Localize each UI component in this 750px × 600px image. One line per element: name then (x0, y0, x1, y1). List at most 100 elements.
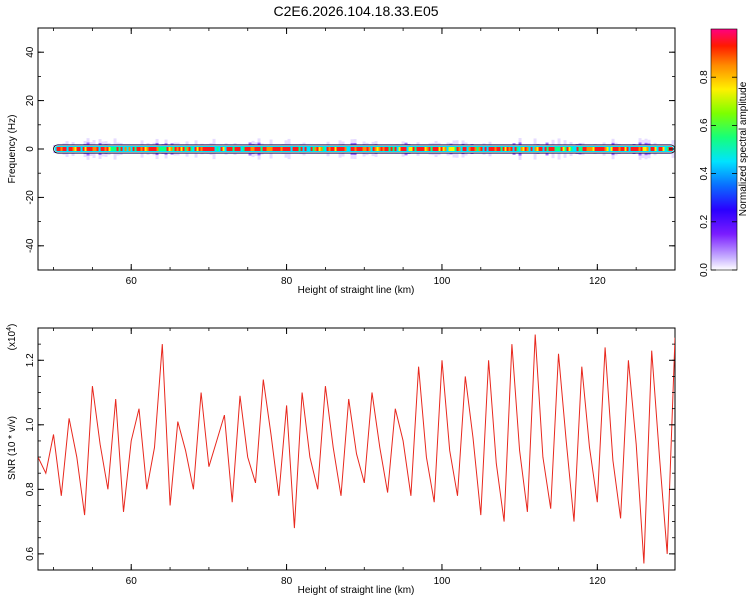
spectrum-band-core (494, 147, 497, 151)
spectrum-band-core (276, 147, 279, 151)
spectrum-band-core (244, 147, 247, 151)
spectrum-xtick-label: 80 (281, 276, 293, 287)
spectrum-band-core (606, 147, 609, 151)
spectrum-band-core (416, 147, 419, 151)
spectrum-band-core (346, 147, 349, 151)
spectrum-band-core (664, 147, 667, 151)
spectrum-band-core (554, 147, 557, 151)
spectrum-band-core (586, 147, 589, 151)
snr-ytick-label: 1.2 (25, 353, 36, 367)
spectrum-band-core (496, 147, 499, 151)
spectrum-band-core (436, 147, 439, 151)
spectrum-band-core (480, 147, 483, 151)
spectrum-band-core (482, 147, 485, 151)
spectrum-band-core (500, 147, 503, 151)
spectrum-band-core (354, 147, 357, 151)
spectrum-band-core (250, 147, 253, 151)
spectrum-band-core (602, 147, 605, 151)
spectrum-band-core (426, 147, 429, 151)
spectrum-band-core (512, 147, 515, 151)
spectrum-band-core (246, 147, 249, 151)
spectrum-band-core (376, 147, 379, 151)
spectrum-band-core (262, 147, 265, 151)
snr-plot-frame (37, 327, 676, 571)
spectrum-band-core (224, 147, 227, 151)
spectrum-band-core (154, 147, 157, 151)
spectrum-band-core (528, 147, 531, 151)
spectrum-band-core (386, 147, 389, 151)
spectrum-band-core (464, 147, 467, 151)
spectrum-band-core (364, 147, 367, 151)
spectrum-band-core (254, 147, 257, 151)
spectrum-band-core (294, 147, 297, 151)
spectrum-band-core (590, 147, 593, 151)
spectrum-band-core (216, 147, 219, 151)
spectrum-band-core (390, 147, 393, 151)
spectrum-band-core (286, 147, 289, 151)
spectrum-band-core (444, 147, 447, 151)
spectrum-band-core (572, 147, 575, 151)
spectrum-band-core (458, 147, 461, 151)
spectrum-band-core (330, 147, 333, 151)
spectrum-band-core (598, 147, 601, 151)
spectrum-band-core (636, 147, 639, 151)
spectrum-band-core (202, 147, 205, 151)
colorbar-label: Normalized spectral amplitude (738, 81, 749, 216)
spectrum-band-core (178, 147, 181, 151)
spectrum-band-core (88, 147, 91, 151)
spectrum-band-core (478, 147, 481, 151)
spectrum-band-core (640, 147, 643, 151)
snr-ylabel: SNR (10 * v/v) (7, 416, 18, 480)
spectrum-band-core (506, 147, 509, 151)
spectrum-band-core (260, 147, 263, 151)
spectrum-band-core (452, 147, 455, 151)
spectrum-band-core (78, 147, 81, 151)
spectrum-band-core (408, 147, 411, 151)
spectrum-band-core (462, 147, 465, 151)
spectrum-xtick-label: 120 (589, 276, 606, 287)
spectrum-band-core (206, 147, 209, 151)
spectrum-band-core (582, 147, 585, 151)
spectrum-band-core (628, 147, 631, 151)
spectrum-band-core (144, 147, 147, 151)
spectrum-band-core (644, 147, 647, 151)
spectrum-band-core (110, 147, 113, 151)
spectrum-band-core (180, 147, 183, 151)
spectrum-band-core (302, 147, 305, 151)
spectrum-band-core (162, 147, 165, 151)
spectrum-band-core (466, 147, 469, 151)
spectrum-band-core (368, 147, 371, 151)
spectrum-band-core (456, 147, 459, 151)
spectrum-band-core (232, 147, 235, 151)
spectrum-band-core (540, 147, 543, 151)
spectrum-band-core (410, 147, 413, 151)
spectrum-band-core (450, 147, 453, 151)
spectrum-band-core (184, 147, 187, 151)
spectrum-band-core (150, 147, 153, 151)
spectrum-band-core (340, 147, 343, 151)
spectrum-band-core (142, 147, 145, 151)
spectrum-band-core (596, 147, 599, 151)
spectrum-band-core (520, 147, 523, 151)
spectrum-ticks: 40 20 0 -20 -40 60 80 100 120 (25, 27, 676, 287)
spectrum-band-core (530, 147, 533, 151)
spectrum-band-core (382, 147, 385, 151)
spectrum-band-core (238, 147, 241, 151)
spectrum-band-core (578, 147, 581, 151)
spectrum-ytick-label: 0 (25, 146, 36, 152)
spectrum-band-core (556, 147, 559, 151)
spectrum-band-core (64, 147, 67, 151)
spectrum-xtick-label: 60 (126, 276, 138, 287)
spectrum-band-core (374, 147, 377, 151)
spectrum-band-core (558, 147, 561, 151)
spectrum-band-core (240, 147, 243, 151)
spectrum-band-core (164, 147, 167, 151)
spectrum-band-core (292, 147, 295, 151)
spectrum-band-core (442, 147, 445, 151)
spectrum-band-core (146, 147, 149, 151)
spectrum-xtick-label: 100 (434, 276, 451, 287)
spectrum-band-core (208, 147, 211, 151)
spectrum-band-core (96, 147, 99, 151)
spectrum-band-core (486, 147, 489, 151)
spectrum-band-core (616, 147, 619, 151)
